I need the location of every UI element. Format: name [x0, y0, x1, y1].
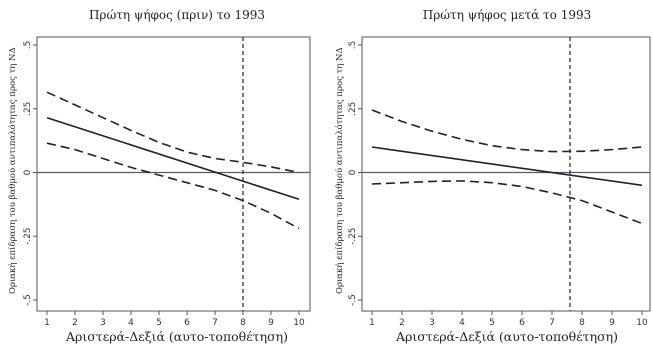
x-tick-label: 5: [156, 318, 162, 328]
chart-title: Πρώτη ψήφος μετά το 1993: [422, 8, 592, 22]
x-tick-label: 2: [399, 318, 405, 328]
x-tick-label: 4: [128, 318, 134, 328]
lower-bound-line: [371, 180, 643, 225]
plot-frame: [361, 36, 651, 312]
x-tick-label: 8: [240, 318, 246, 328]
estimate-line: [46, 116, 300, 201]
estimate-line: [371, 146, 643, 187]
y-tick-label: 0: [23, 169, 33, 175]
x-tick-label: 8: [579, 318, 585, 328]
upper-bound-line: [46, 91, 300, 174]
chart-panel-left: Πρώτη ψήφος (πριν) το 1993 Οριακή επίδρα…: [8, 8, 311, 344]
x-tick-label: 3: [100, 318, 106, 328]
x-tick-label: 1: [44, 318, 50, 328]
x-axis-label: Αριστερά-Δεξιά (αυτο-τοποθέτηση): [396, 329, 618, 344]
y-tick-label: 0: [348, 169, 358, 175]
y-tick-label: -.5: [348, 294, 358, 306]
x-tick-label: 9: [609, 318, 615, 328]
x-tick-label: 6: [519, 318, 525, 328]
x-tick-label: 4: [459, 318, 465, 328]
x-tick-label: 6: [184, 318, 190, 328]
lower-bound-line: [46, 142, 300, 230]
y-tick-label: .25: [348, 102, 358, 116]
x-tick-label: 5: [489, 318, 495, 328]
x-tick-label: 7: [549, 318, 555, 328]
upper-bound-line: [371, 109, 643, 153]
x-tick-label: 10: [293, 318, 305, 328]
x-tick-label: 7: [212, 318, 218, 328]
y-tick-label: -.5: [23, 294, 33, 306]
y-tick-label: -.25: [23, 227, 33, 245]
x-axis-label: Αριστερά-Δεξιά (αυτο-τοποθέτηση): [66, 329, 288, 344]
y-tick-label: .5: [23, 41, 33, 50]
x-tick-label: 3: [429, 318, 435, 328]
x-tick-label: 9: [268, 318, 274, 328]
x-tick-label: 10: [636, 318, 648, 328]
y-tick-label: .5: [348, 41, 358, 50]
y-tick-label: .25: [23, 102, 33, 116]
chart-panel-right: Πρώτη ψήφος μετά το 1993 Οριακή επίδραση…: [327, 0, 653, 344]
chart-plot-right: .5 .25 0 -.25 -.5 1 2 3 4 5 6 7 8 9 10: [348, 36, 651, 328]
chart-plot-left: .5 .25 0 -.25 -.5 1 2 3 4 5 6 7 8 9 10: [23, 36, 311, 328]
chart-title: Πρώτη ψήφος (πριν) το 1993: [88, 8, 266, 22]
y-tick-label: -.25: [348, 227, 358, 245]
plot-frame: [36, 36, 311, 312]
x-tick-label: 1: [369, 318, 375, 328]
x-tick-label: 2: [72, 318, 78, 328]
